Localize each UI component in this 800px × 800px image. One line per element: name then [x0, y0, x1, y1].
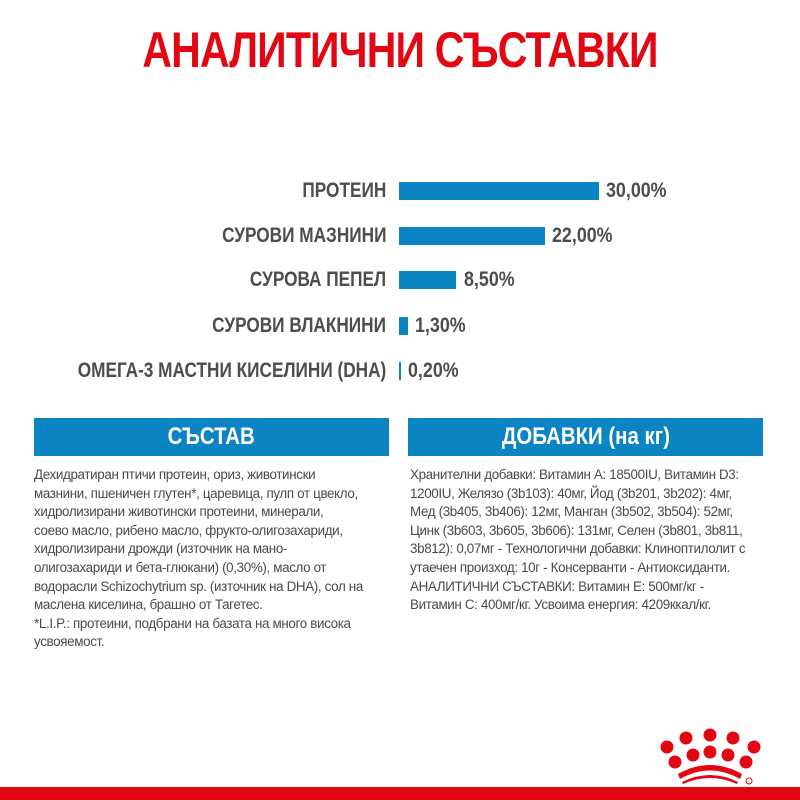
text-line: Хранителни добавки: Витамин А: 18500IU, …: [410, 467, 739, 482]
additives-header: ДОБАВКИ (на кг): [408, 418, 763, 456]
text-line: маслена киселина, брашно от Тагетес.: [34, 597, 263, 613]
row-label: СУРОВИ ВЛАКНИНИ: [212, 314, 386, 337]
row-value: 8,50%: [464, 268, 515, 291]
text-line: соево масло, рибено масло, фрукто-олигоз…: [34, 522, 343, 538]
text-line: Дехидратиран птичи протеин, ориз, животи…: [34, 467, 316, 482]
row-value: 1,30%: [415, 314, 466, 337]
row-label: СУРОВА ПЕПЕЛ: [249, 268, 386, 291]
text-line: 1200IU, Желязо (3b103): 40мг, Йод (3b201…: [410, 485, 732, 501]
composition-header-label: СЪСТАВ: [167, 423, 256, 450]
text-line: Мед (3b405, 3b406): 12мг, Манган (3b502,…: [410, 504, 733, 520]
text-line: Цинк (3b603, 3b605, 3b606): 131мг, Селен…: [410, 522, 743, 538]
bar: [399, 317, 408, 335]
text-line: Витамин С: 400мг/кг. Усвоима енергия: 42…: [410, 597, 711, 613]
text-line: водорасли Schizochytrium sp. (източник н…: [34, 578, 363, 594]
row-label: ПРОТЕИН: [302, 179, 386, 202]
text-line: усвояемост.: [34, 634, 105, 650]
additives-header-label: ДОБАВКИ (на кг): [501, 423, 670, 450]
bar: [399, 227, 545, 245]
text-line: *L.I.P.: протеини, подбрани на базата на…: [34, 615, 351, 631]
royal-canin-crown-icon: [660, 700, 770, 790]
row-value: 30,00%: [606, 179, 667, 202]
bottom-brand-bar: [0, 787, 800, 800]
composition-text: Дехидратиран птичи протеин, ориз, животи…: [34, 466, 404, 652]
text-line: АНАЛИТИЧНИ СЪСТАВКИ: Витамин Е: 500мг/кг…: [410, 578, 704, 594]
row-label: СУРОВИ МАЗНИНИ: [221, 224, 386, 247]
page-title: АНАЛИТИЧНИ СЪСТАВКИ: [142, 22, 658, 78]
text-line: хидролизирани дрожди (източник на мано-: [34, 541, 288, 557]
chart-row-fat: СУРОВИ МАЗНИНИ 22,00%: [0, 221, 800, 251]
chart-row-ash: СУРОВА ПЕПЕЛ 8,50%: [0, 265, 800, 295]
row-label: ОМЕГА-3 МАСТНИ КИСЕЛИНИ (DHA): [77, 359, 386, 382]
row-value: 22,00%: [552, 224, 613, 247]
text-line: 3b812): 0,07мг - Технологични добавки: К…: [410, 541, 746, 557]
row-value: 0,20%: [408, 359, 459, 382]
chart-row-fibre: СУРОВИ ВЛАКНИНИ 1,30%: [0, 311, 800, 341]
composition-header: СЪСТАВ: [34, 418, 389, 456]
text-line: олигозахариди и бета-глюкани) (0,30%), м…: [34, 559, 327, 575]
chart-row-protein: ПРОТЕИН 30,00%: [0, 176, 800, 206]
text-line: мазнини, пшеничен глутен*, царевица, пул…: [34, 485, 358, 501]
text-line: утаечен произход: 10г - Консерванти - Ан…: [410, 559, 730, 575]
chart-row-omega3: ОМЕГА-3 МАСТНИ КИСЕЛИНИ (DHA) 0,20%: [0, 356, 800, 386]
bar: [399, 182, 599, 200]
text-line: хидролизирани животински протеини, минер…: [34, 504, 324, 520]
bar: [399, 271, 456, 289]
bar: [399, 362, 401, 380]
additives-text: Хранителни добавки: Витамин А: 18500IU, …: [410, 466, 785, 615]
